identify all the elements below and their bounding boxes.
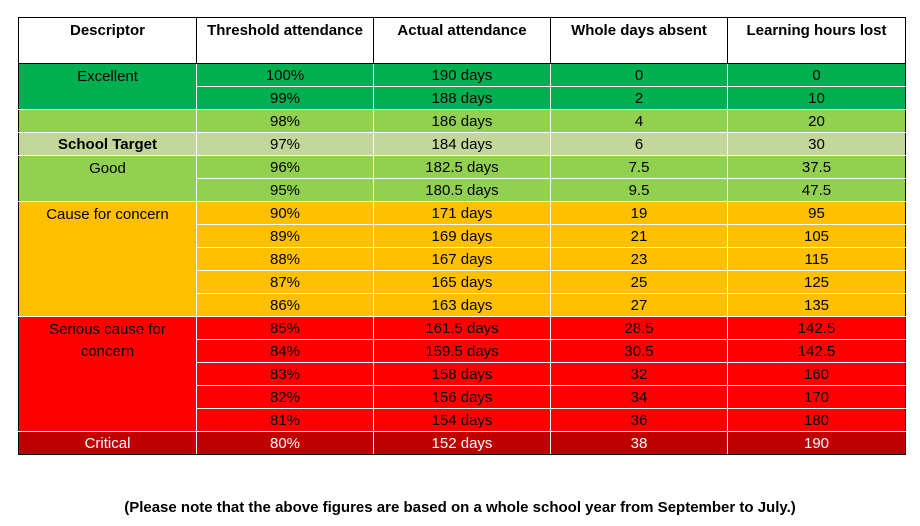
table-row: 87% 165 days 25 125 — [18, 270, 906, 294]
absent-cell: 6 — [550, 132, 728, 156]
threshold-cell: 98% — [196, 109, 374, 133]
absent-cell: 9.5 — [550, 178, 728, 202]
threshold-cell: 86% — [196, 293, 374, 317]
threshold-cell: 85% — [196, 316, 374, 340]
table-row: 99% 188 days 2 10 — [18, 86, 906, 110]
actual-cell: 186 days — [373, 109, 551, 133]
actual-cell: 163 days — [373, 293, 551, 317]
descriptor-cause-for-concern: Cause for concern — [18, 201, 197, 317]
threshold-cell: 96% — [196, 155, 374, 179]
absent-cell: 27 — [550, 293, 728, 317]
actual-cell: 190 days — [373, 63, 551, 87]
absent-cell: 36 — [550, 408, 728, 432]
hours-cell: 170 — [727, 385, 906, 409]
table-row: 89% 169 days 21 105 — [18, 224, 906, 248]
hours-cell: 0 — [727, 63, 906, 87]
absent-cell: 28.5 — [550, 316, 728, 340]
actual-cell: 159.5 days — [373, 339, 551, 363]
absent-cell: 0 — [550, 63, 728, 87]
hours-cell: 180 — [727, 408, 906, 432]
table-row: School Target 97% 184 days 6 30 — [18, 132, 906, 156]
hours-cell: 142.5 — [727, 316, 906, 340]
table-row: 81% 154 days 36 180 — [18, 408, 906, 432]
actual-cell: 158 days — [373, 362, 551, 386]
threshold-cell: 81% — [196, 408, 374, 432]
threshold-cell: 84% — [196, 339, 374, 363]
hours-cell: 37.5 — [727, 155, 906, 179]
threshold-cell: 88% — [196, 247, 374, 271]
absent-cell: 19 — [550, 201, 728, 225]
actual-cell: 180.5 days — [373, 178, 551, 202]
header-days-absent: Whole days absent — [550, 17, 728, 64]
absent-cell: 7.5 — [550, 155, 728, 179]
hours-cell: 160 — [727, 362, 906, 386]
descriptor-serious-cause-for-concern: Serious cause for concern — [18, 316, 197, 432]
absent-cell: 2 — [550, 86, 728, 110]
descriptor-school-target: School Target — [18, 132, 197, 156]
actual-cell: 167 days — [373, 247, 551, 271]
table-row: Serious cause for concern 85% 161.5 days… — [18, 316, 906, 432]
threshold-cell: 99% — [196, 86, 374, 110]
table-row: Critical 80% 152 days 38 190 — [18, 431, 906, 455]
table-row: 83% 158 days 32 160 — [18, 362, 906, 386]
absent-cell: 34 — [550, 385, 728, 409]
hours-cell: 125 — [727, 270, 906, 294]
descriptor-good: Good — [18, 155, 197, 202]
table-row: Good 96% 182.5 days 7.5 37.5 — [18, 155, 906, 202]
absent-cell: 21 — [550, 224, 728, 248]
hours-cell: 47.5 — [727, 178, 906, 202]
hours-cell: 115 — [727, 247, 906, 271]
actual-cell: 169 days — [373, 224, 551, 248]
hours-cell: 190 — [727, 431, 906, 455]
absent-cell: 38 — [550, 431, 728, 455]
header-threshold: Threshold attendance — [196, 17, 374, 64]
hours-cell: 135 — [727, 293, 906, 317]
actual-cell: 156 days — [373, 385, 551, 409]
threshold-cell: 90% — [196, 201, 374, 225]
hours-cell: 95 — [727, 201, 906, 225]
threshold-cell: 100% — [196, 63, 374, 87]
actual-cell: 184 days — [373, 132, 551, 156]
threshold-cell: 87% — [196, 270, 374, 294]
footnote: (Please note that the above figures are … — [124, 499, 796, 516]
header-row: Descriptor Threshold attendance Actual a… — [18, 17, 906, 64]
actual-cell: 152 days — [373, 431, 551, 455]
table-row: Cause for concern 90% 171 days 19 95 — [18, 201, 906, 317]
header-hours-lost: Learning hours lost — [727, 17, 906, 64]
descriptor-critical: Critical — [18, 431, 197, 455]
descriptor-excellent: Excellent — [18, 63, 197, 110]
actual-cell: 161.5 days — [373, 316, 551, 340]
actual-cell: 165 days — [373, 270, 551, 294]
actual-cell: 182.5 days — [373, 155, 551, 179]
actual-cell: 188 days — [373, 86, 551, 110]
hours-cell: 10 — [727, 86, 906, 110]
absent-cell: 23 — [550, 247, 728, 271]
threshold-cell: 95% — [196, 178, 374, 202]
table-row: 98% 186 days 4 20 — [18, 109, 906, 133]
threshold-cell: 83% — [196, 362, 374, 386]
threshold-cell: 89% — [196, 224, 374, 248]
threshold-cell: 80% — [196, 431, 374, 455]
hours-cell: 142.5 — [727, 339, 906, 363]
table-row: 84% 159.5 days 30.5 142.5 — [18, 339, 906, 363]
hours-cell: 30 — [727, 132, 906, 156]
table-row: 86% 163 days 27 135 — [18, 293, 906, 317]
absent-cell: 32 — [550, 362, 728, 386]
hours-cell: 105 — [727, 224, 906, 248]
descriptor-empty — [18, 109, 197, 133]
threshold-cell: 82% — [196, 385, 374, 409]
threshold-cell: 97% — [196, 132, 374, 156]
header-descriptor: Descriptor — [18, 17, 197, 64]
actual-cell: 154 days — [373, 408, 551, 432]
absent-cell: 30.5 — [550, 339, 728, 363]
absent-cell: 25 — [550, 270, 728, 294]
header-actual: Actual attendance — [373, 17, 551, 64]
absent-cell: 4 — [550, 109, 728, 133]
hours-cell: 20 — [727, 109, 906, 133]
table-row: Excellent 100% 190 days 0 0 — [18, 63, 906, 110]
actual-cell: 171 days — [373, 201, 551, 225]
attendance-table: Descriptor Threshold attendance Actual a… — [18, 17, 906, 455]
